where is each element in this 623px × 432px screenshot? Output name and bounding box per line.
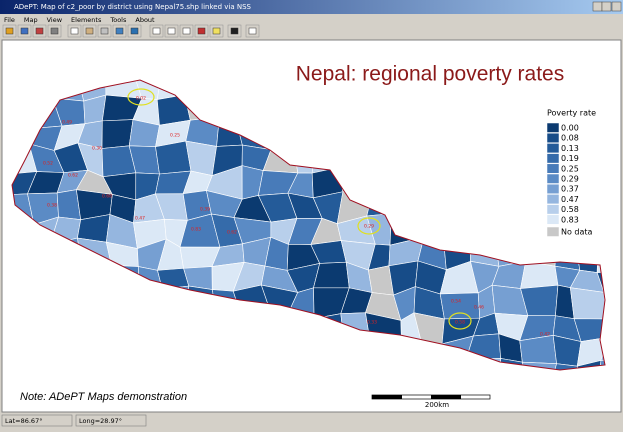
district-label: 0.68	[102, 194, 112, 200]
menu-item[interactable]: About	[135, 16, 155, 24]
legend-swatch	[547, 154, 559, 164]
district	[520, 335, 557, 363]
status-lat: Lat=86.67°	[5, 417, 42, 425]
maximize-button[interactable]	[602, 2, 611, 11]
legend-swatch	[547, 133, 559, 143]
legend-label: 0.08	[561, 134, 579, 143]
legend-label: 0.58	[561, 205, 579, 214]
toolbar-icon	[71, 28, 78, 34]
toolbar-icon	[213, 28, 220, 34]
legend-label: 0.13	[561, 144, 579, 153]
district	[156, 141, 191, 174]
toolbar-icon	[21, 28, 28, 34]
district-label: 0.52	[43, 161, 53, 167]
district-label: 0.25	[170, 133, 180, 139]
menu-item[interactable]: View	[47, 16, 63, 24]
status-long: Long=28.97°	[79, 417, 122, 425]
legend-label: 0.25	[561, 164, 579, 173]
toolbar-icon	[51, 28, 58, 34]
scale-segment	[431, 395, 461, 399]
menu-item[interactable]: Tools	[109, 16, 127, 24]
legend-label: 0.00	[561, 124, 579, 133]
district-label: 0.33	[367, 320, 377, 326]
district-label: 0.46	[474, 305, 484, 311]
legend-title: Poverty rate	[547, 109, 596, 118]
legend-swatch	[547, 205, 559, 215]
district-label: 0.62	[68, 173, 78, 179]
legend-label: No data	[561, 228, 593, 237]
toolbar-icon	[231, 28, 238, 34]
toolbar-icon	[131, 28, 138, 34]
district-label: 0.29	[364, 224, 374, 230]
district-label: 0.58	[455, 320, 465, 326]
menu-item[interactable]: Elements	[71, 16, 102, 24]
scale-label: 200km	[425, 401, 449, 409]
district-label: 0.47	[135, 216, 145, 222]
toolbar-icon	[101, 28, 108, 34]
toolbar-icon	[116, 28, 123, 34]
toolbar-icon	[198, 28, 205, 34]
district-label: 0.02	[136, 96, 146, 102]
district-label: 0.38	[47, 203, 57, 209]
legend-swatch	[547, 164, 559, 174]
toolbar-icon	[168, 28, 175, 34]
minimize-button[interactable]	[593, 2, 602, 11]
toolbar	[3, 25, 259, 37]
district-label: 0.49	[62, 120, 72, 126]
district-label: 0.39	[200, 207, 210, 213]
legend-swatch	[547, 123, 559, 133]
window-title: ADePT: Map of c2_poor by district using …	[14, 3, 252, 11]
legend-swatch	[547, 174, 559, 184]
close-button[interactable]	[612, 2, 621, 11]
district-label: 0.54	[451, 299, 461, 305]
legend-swatch	[547, 227, 559, 237]
map-title: Nepal: regional poverty rates	[296, 63, 564, 86]
legend-label: 0.47	[561, 195, 579, 204]
toolbar-icon	[153, 28, 160, 34]
district	[313, 262, 349, 288]
window-buttons[interactable]	[593, 2, 621, 11]
menu-item[interactable]: Map	[24, 16, 38, 24]
map-note: Note: ADePT Maps demonstration	[20, 391, 187, 403]
district-label: 0.83	[191, 227, 201, 233]
legend-label: 0.29	[561, 175, 579, 184]
menu-item[interactable]: File	[4, 16, 15, 24]
legend-swatch	[547, 143, 559, 153]
toolbar-icon	[36, 28, 43, 34]
legend-swatch	[547, 184, 559, 194]
scale-segment	[372, 395, 402, 399]
district	[102, 120, 133, 149]
district-label: 0.42	[540, 332, 550, 338]
legend-label: 0.83	[561, 215, 579, 224]
menu-bar: File Map View Elements Tools About	[4, 16, 155, 24]
district	[570, 288, 606, 319]
toolbar-icon	[6, 28, 13, 34]
district-label: 0.62	[227, 230, 237, 236]
toolbar-icon	[183, 28, 190, 34]
legend-label: 0.37	[561, 185, 579, 194]
legend-label: 0.19	[561, 154, 579, 163]
legend-swatch	[547, 194, 559, 204]
legend-swatch	[547, 215, 559, 225]
toolbar-icon	[249, 28, 256, 34]
toolbar-icon	[86, 28, 93, 34]
district-label: 0.30	[92, 146, 102, 152]
